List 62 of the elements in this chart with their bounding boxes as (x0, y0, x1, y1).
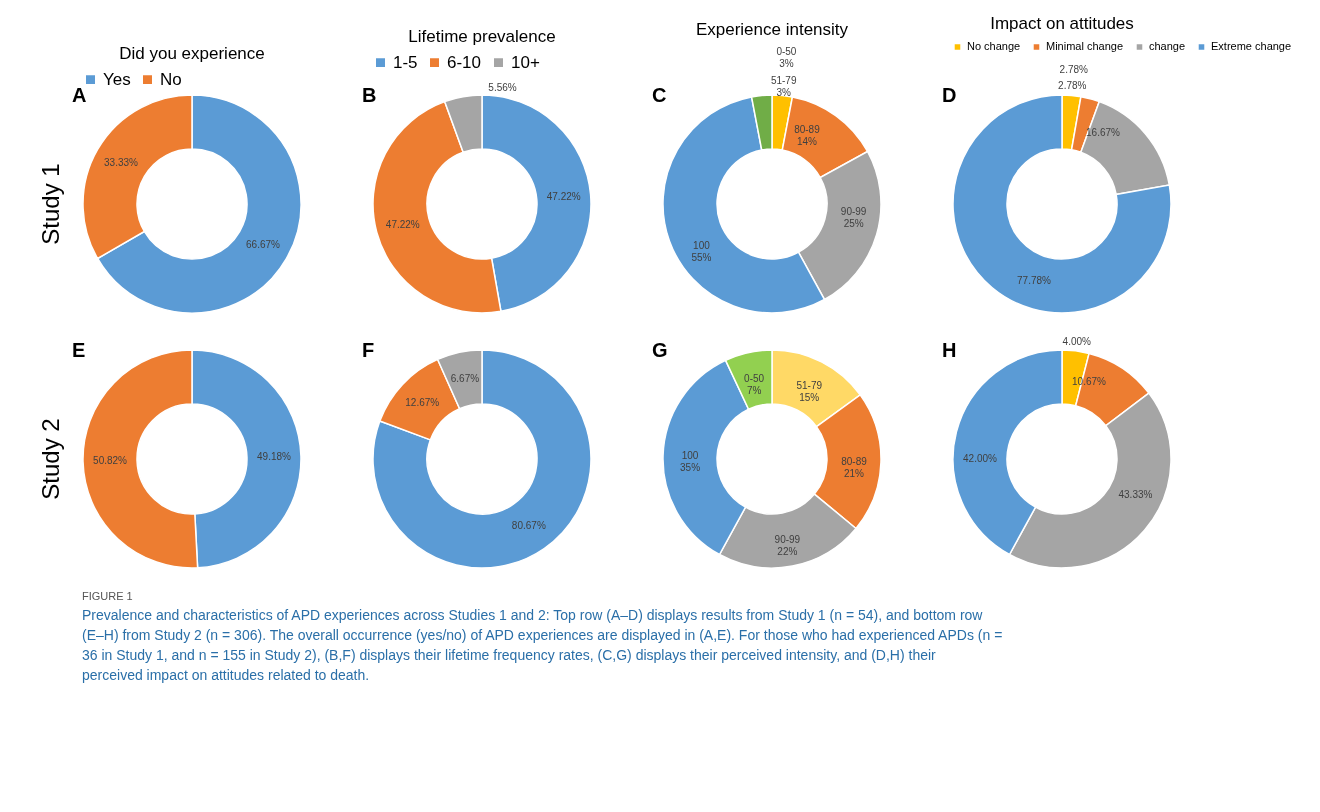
text: F (362, 339, 375, 361)
slice-label: 51-79 (796, 379, 823, 391)
data-label: 5.56% (488, 81, 517, 93)
text: D (942, 84, 957, 106)
data-label: 55% (691, 251, 712, 263)
donut-slice (372, 349, 592, 569)
text: A (72, 84, 87, 106)
data-label: 35% (680, 462, 701, 474)
slice-label: 100 (681, 450, 699, 462)
data-label: 49.18% (257, 450, 292, 462)
data-label: 42.00% (963, 453, 998, 464)
caption: FIGURE 1 (82, 590, 133, 602)
data-label: 3% (776, 86, 791, 98)
text: Study 1 (37, 163, 64, 245)
text: C (652, 84, 667, 106)
text: H (942, 339, 957, 361)
text: G (652, 339, 668, 361)
chart-title: Experience intensity (695, 19, 849, 39)
data-label: 25% (843, 217, 864, 229)
text: B (362, 84, 377, 106)
data-label: 47.22% (385, 219, 420, 231)
data-label: 33.33% (104, 156, 139, 168)
legend-label: No change (967, 39, 1021, 52)
legend-label: change (1149, 39, 1186, 52)
data-label: 21% (843, 467, 865, 479)
chart-title: Lifetime prevalence (408, 27, 556, 46)
data-label: 50.82% (93, 455, 128, 467)
data-label: 4.00% (1062, 335, 1092, 347)
slice-label: 100 (693, 239, 711, 251)
data-label: 77.78% (1017, 275, 1052, 287)
data-label: 15% (799, 391, 820, 403)
slice-label: 90-99 (774, 533, 801, 545)
slice-label: 80-89 (841, 455, 868, 467)
text: Study 2 (37, 418, 64, 500)
data-label: 2.78% (1058, 80, 1087, 92)
data-label: 2.78% (1059, 63, 1089, 75)
chart-title: Impact on attitudes (990, 14, 1134, 33)
data-label: 47.22% (546, 190, 581, 202)
data-label: 12.67% (405, 396, 440, 408)
legend-label: 6-10 (447, 52, 482, 72)
data-label: 22% (777, 545, 798, 557)
data-label: 7% (746, 384, 762, 396)
text: E (72, 339, 86, 361)
slice-label: 80-89 (794, 123, 821, 135)
data-label: 66.67% (246, 239, 281, 251)
data-label: 3% (779, 57, 794, 69)
slice-label: 51-79 (770, 74, 797, 86)
text: Prevalence and characteristics of APD experiences across Studies 1 and 2: Top row (A–D) displays results from Study 1 (n = 54), and bottom row (E–H) from Study 2 (n = 306). The overall occurrence (yes/no) of APD experiences are displayed in (A,E). For those who had experienced APDs (n = 36 in Study 1, and n = 155 in Study 2), (B,F) displays their lifetime frequency rates, (C,G) displays their perceived intensity, and (D,H) their perceived impact on attitudes related to death. (82, 607, 1003, 683)
legend-label: 1-5 (393, 52, 418, 72)
data-label: 80.67% (511, 520, 546, 532)
slice-label: 0-50 (776, 45, 797, 57)
legend-label: Minimal change (1046, 39, 1124, 52)
data-label: 43.33% (1118, 489, 1153, 501)
data-label: 6.67% (450, 372, 480, 384)
legend-label: Extreme change (1211, 39, 1292, 52)
legend-label: 10+ (511, 52, 540, 72)
data-label: 14% (796, 135, 818, 147)
slice-label: 90-99 (840, 205, 867, 217)
chart-title: Did you experience (119, 44, 265, 63)
slice-label: 0-50 (744, 372, 765, 384)
legend-label: No (160, 69, 182, 89)
legend-label: Yes (103, 69, 131, 89)
